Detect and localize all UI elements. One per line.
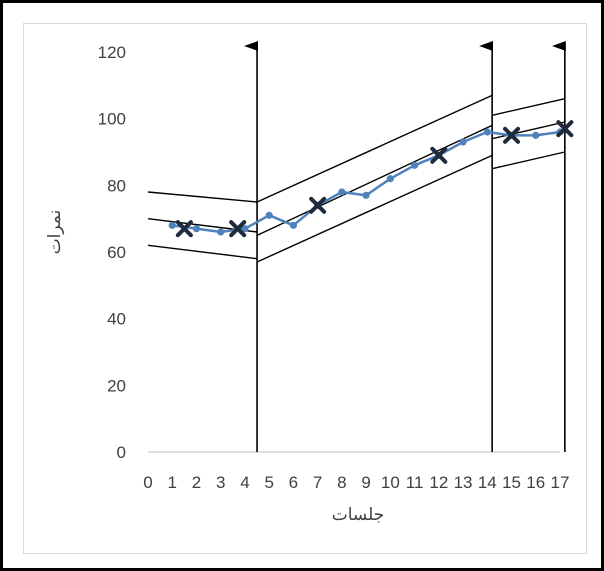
- data-point: [410, 161, 419, 169]
- trend-line-upper: [147, 191, 258, 203]
- data-point: [338, 188, 346, 196]
- y-tick-label: 100: [98, 110, 126, 129]
- data-point: [241, 225, 249, 233]
- marker-stroke: [229, 220, 247, 238]
- y-tick-label: 60: [107, 243, 126, 262]
- x-tick-label: 10: [381, 473, 400, 492]
- data-point: [532, 131, 540, 139]
- y-tick-label: 20: [107, 376, 126, 395]
- x-tick-label: 12: [429, 473, 448, 492]
- marker-stroke: [556, 120, 574, 138]
- x-tick-label: 8: [337, 473, 346, 492]
- median-marker: [430, 146, 448, 164]
- marker-stroke: [430, 146, 448, 164]
- x-tick-label: 6: [289, 473, 298, 492]
- data-point: [192, 225, 201, 233]
- trend-line-upper: [256, 94, 493, 203]
- trend-line-lower: [491, 151, 566, 170]
- marker-stroke: [175, 220, 193, 238]
- x-tick-label: 4: [240, 473, 249, 492]
- data-point: [289, 221, 298, 229]
- trend-line-upper: [491, 97, 566, 117]
- trend-line-mid: [256, 124, 493, 236]
- data-point: [386, 175, 394, 183]
- data-point: [362, 191, 370, 199]
- trend-line-lower: [256, 154, 493, 263]
- data-point: [483, 128, 491, 136]
- y-tick-label: 0: [117, 443, 126, 462]
- x-tick-label: 16: [526, 473, 545, 492]
- trend-line-lower: [147, 244, 258, 260]
- data-point: [265, 211, 273, 219]
- median-marker: [229, 220, 247, 238]
- median-marker: [175, 220, 193, 238]
- x-axis-label: جلسات: [332, 505, 385, 524]
- data-point: [168, 221, 176, 229]
- y-tick-label: 80: [107, 176, 126, 195]
- x-tick-label: 2: [192, 473, 201, 492]
- x-tick-label: 14: [478, 473, 497, 492]
- marker-stroke: [309, 196, 327, 214]
- marker-stroke: [503, 126, 521, 144]
- trend-line-mid: [491, 121, 566, 140]
- median-marker: [309, 196, 327, 214]
- x-tick-label: 1: [168, 473, 177, 492]
- x-tick-label: 13: [454, 473, 473, 492]
- data-point: [217, 228, 225, 236]
- x-tick-label: 3: [216, 473, 225, 492]
- data-point: [459, 138, 467, 146]
- chart-area: [23, 23, 587, 554]
- x-tick-label: 9: [361, 473, 370, 492]
- x-tick-label: 7: [313, 473, 322, 492]
- x-tick-label: 5: [264, 473, 273, 492]
- median-marker: [503, 126, 521, 144]
- series-line: [172, 130, 561, 234]
- y-tick-label: 40: [107, 310, 126, 329]
- y-axis-label: نمرات: [45, 210, 65, 255]
- x-tick-label: 15: [502, 473, 521, 492]
- y-tick-label: 120: [98, 43, 126, 62]
- x-tick-label: 17: [551, 473, 570, 492]
- median-marker: [556, 120, 574, 138]
- x-tick-label: 11: [406, 473, 424, 492]
- x-tick-label: 0: [143, 473, 152, 492]
